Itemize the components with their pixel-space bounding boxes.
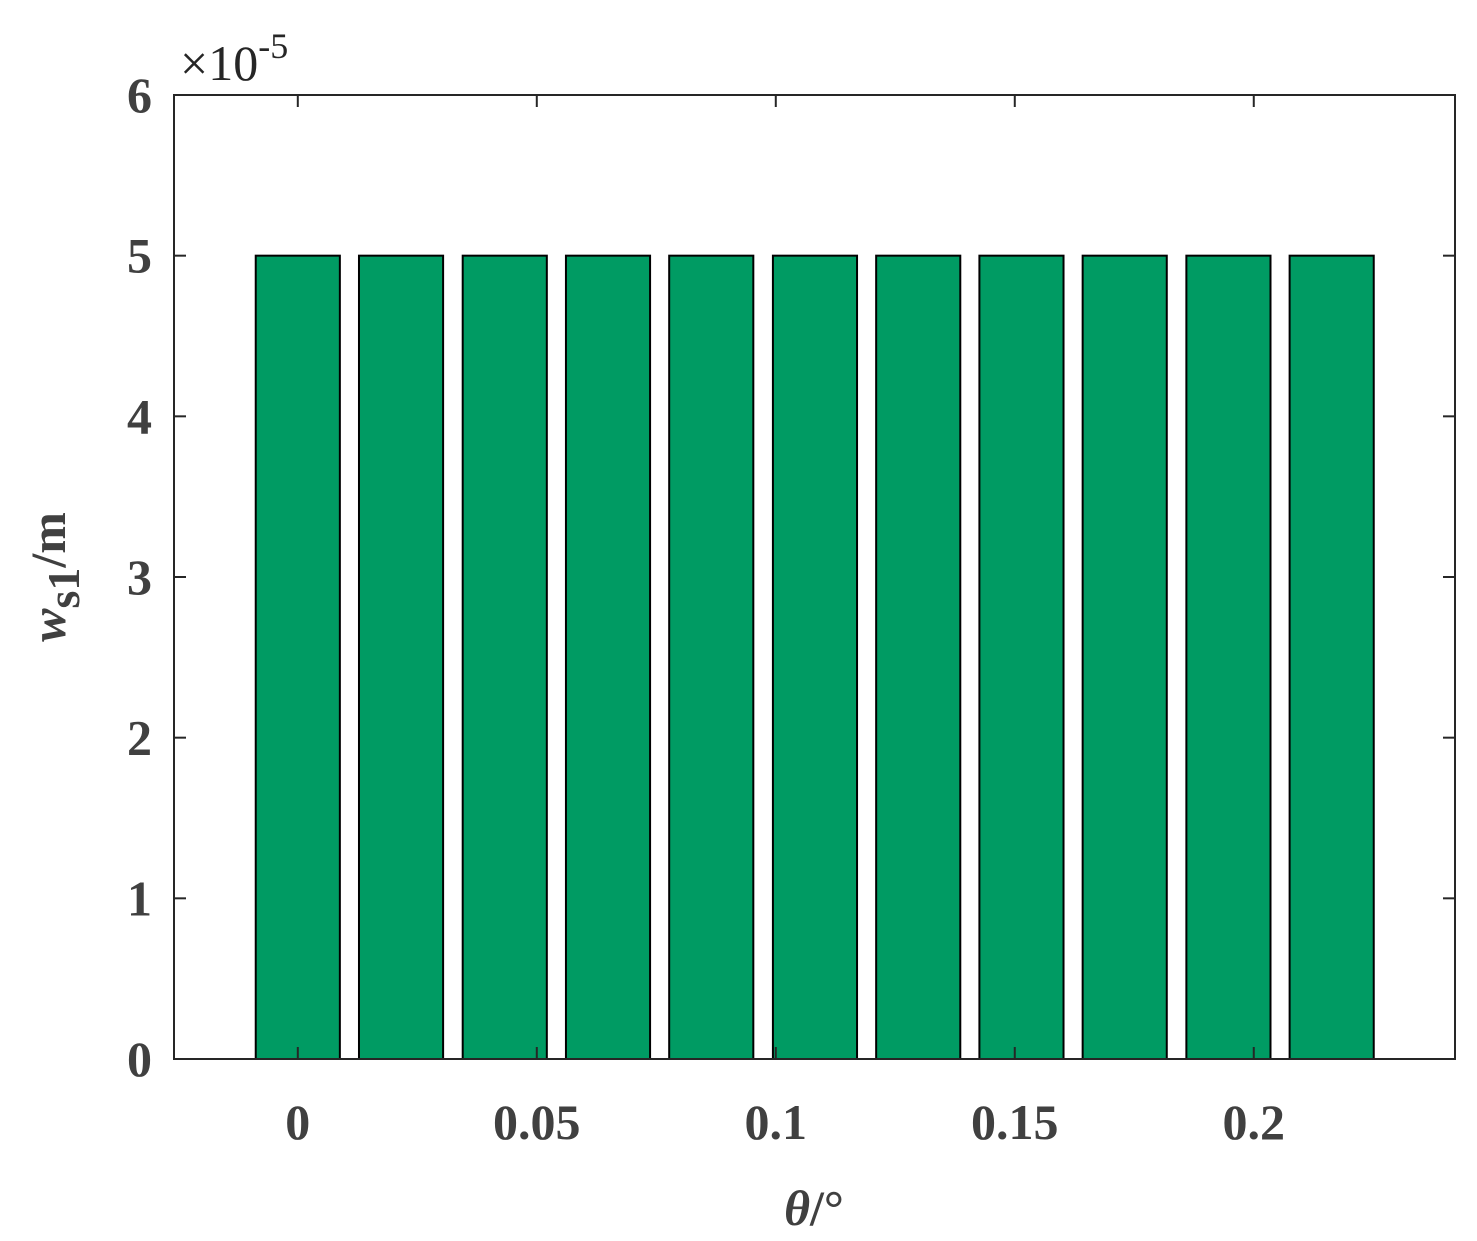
y-tick-label: 5: [127, 228, 152, 284]
x-axis-label: θ/°: [784, 1180, 844, 1236]
y-label-unit: /m: [20, 512, 76, 569]
bar: [978, 254, 1065, 1060]
y-axis-label: ws1/m: [20, 512, 89, 642]
x-tick-label: 0: [285, 1094, 310, 1150]
x-label-symbol: θ: [784, 1180, 810, 1236]
bar: [254, 254, 341, 1060]
y-label-symbol: w: [20, 608, 76, 642]
x-tick-label: 0.05: [493, 1094, 581, 1150]
y-multiplier: ×10-5: [180, 26, 288, 91]
bar: [1185, 254, 1272, 1060]
bar: [564, 254, 652, 1060]
x-label-unit: /°: [809, 1180, 844, 1236]
bar: [1081, 254, 1168, 1060]
x-tick-label: 0.1: [745, 1094, 808, 1150]
x-tick-label: 0.15: [971, 1094, 1059, 1150]
bar: [771, 254, 859, 1060]
bar: [668, 254, 755, 1060]
y-tick-label: 3: [127, 549, 152, 605]
bar: [357, 254, 445, 1060]
x-tick-label: 0.2: [1223, 1094, 1286, 1150]
bar: [461, 254, 548, 1060]
y-tick-label: 0: [127, 1031, 152, 1087]
y-tick-label: 2: [127, 710, 152, 766]
y-tick-label: 4: [127, 388, 152, 444]
y-tick-label: 6: [127, 67, 152, 123]
bar: [875, 254, 962, 1060]
y-tick-label: 1: [127, 870, 152, 926]
multiplier-exponent: -5: [258, 26, 288, 66]
bar: [1288, 254, 1375, 1060]
multiplier-base: ×10: [180, 35, 258, 91]
y-label-subscript: s1: [38, 568, 89, 609]
